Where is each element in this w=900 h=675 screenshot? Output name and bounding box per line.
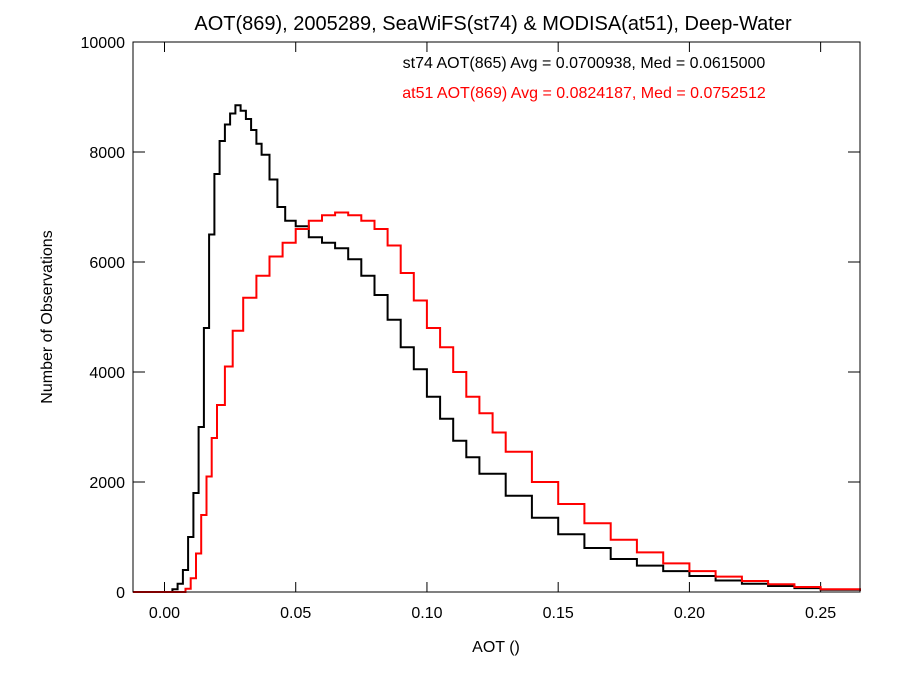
chart-title: AOT(869), 2005289, SeaWiFS(st74) & MODIS…: [194, 13, 792, 35]
x-tick-label: 0.15: [543, 605, 574, 622]
y-tick-label: 2000: [89, 475, 125, 492]
x-tick-label: 0.10: [411, 605, 442, 622]
histogram-series: [133, 104, 861, 593]
x-tick-label: 0.20: [674, 605, 705, 622]
axis-ticks: 0.00 0.05 0.10 0.15 0.20 0.25 0 2000 4000 6000 800…: [81, 35, 860, 622]
st74-stats-annotation: st74 AOT(865) Avg = 0.0700938, Med = 0.0…: [403, 55, 766, 72]
y-tick-label: 4000: [89, 365, 125, 382]
series-line-at51: [133, 211, 861, 593]
x-tick-label: 0.25: [805, 605, 836, 622]
x-tick-label: 0.00: [149, 605, 180, 622]
x-axis-label: AOT (): [472, 639, 520, 656]
y-axis-label: Number of Observations: [39, 230, 56, 403]
y-tick-label: 8000: [89, 145, 125, 162]
series-line-st74: [133, 104, 861, 593]
y-tick-label: 6000: [89, 255, 125, 272]
x-tick-label: 0.05: [280, 605, 311, 622]
y-tick-label: 10000: [81, 35, 126, 52]
y-tick-label: 0: [116, 585, 125, 602]
plot-frame: [132, 41, 861, 593]
at51-stats-annotation: at51 AOT(869) Avg = 0.0824187, Med = 0.0…: [402, 85, 766, 102]
